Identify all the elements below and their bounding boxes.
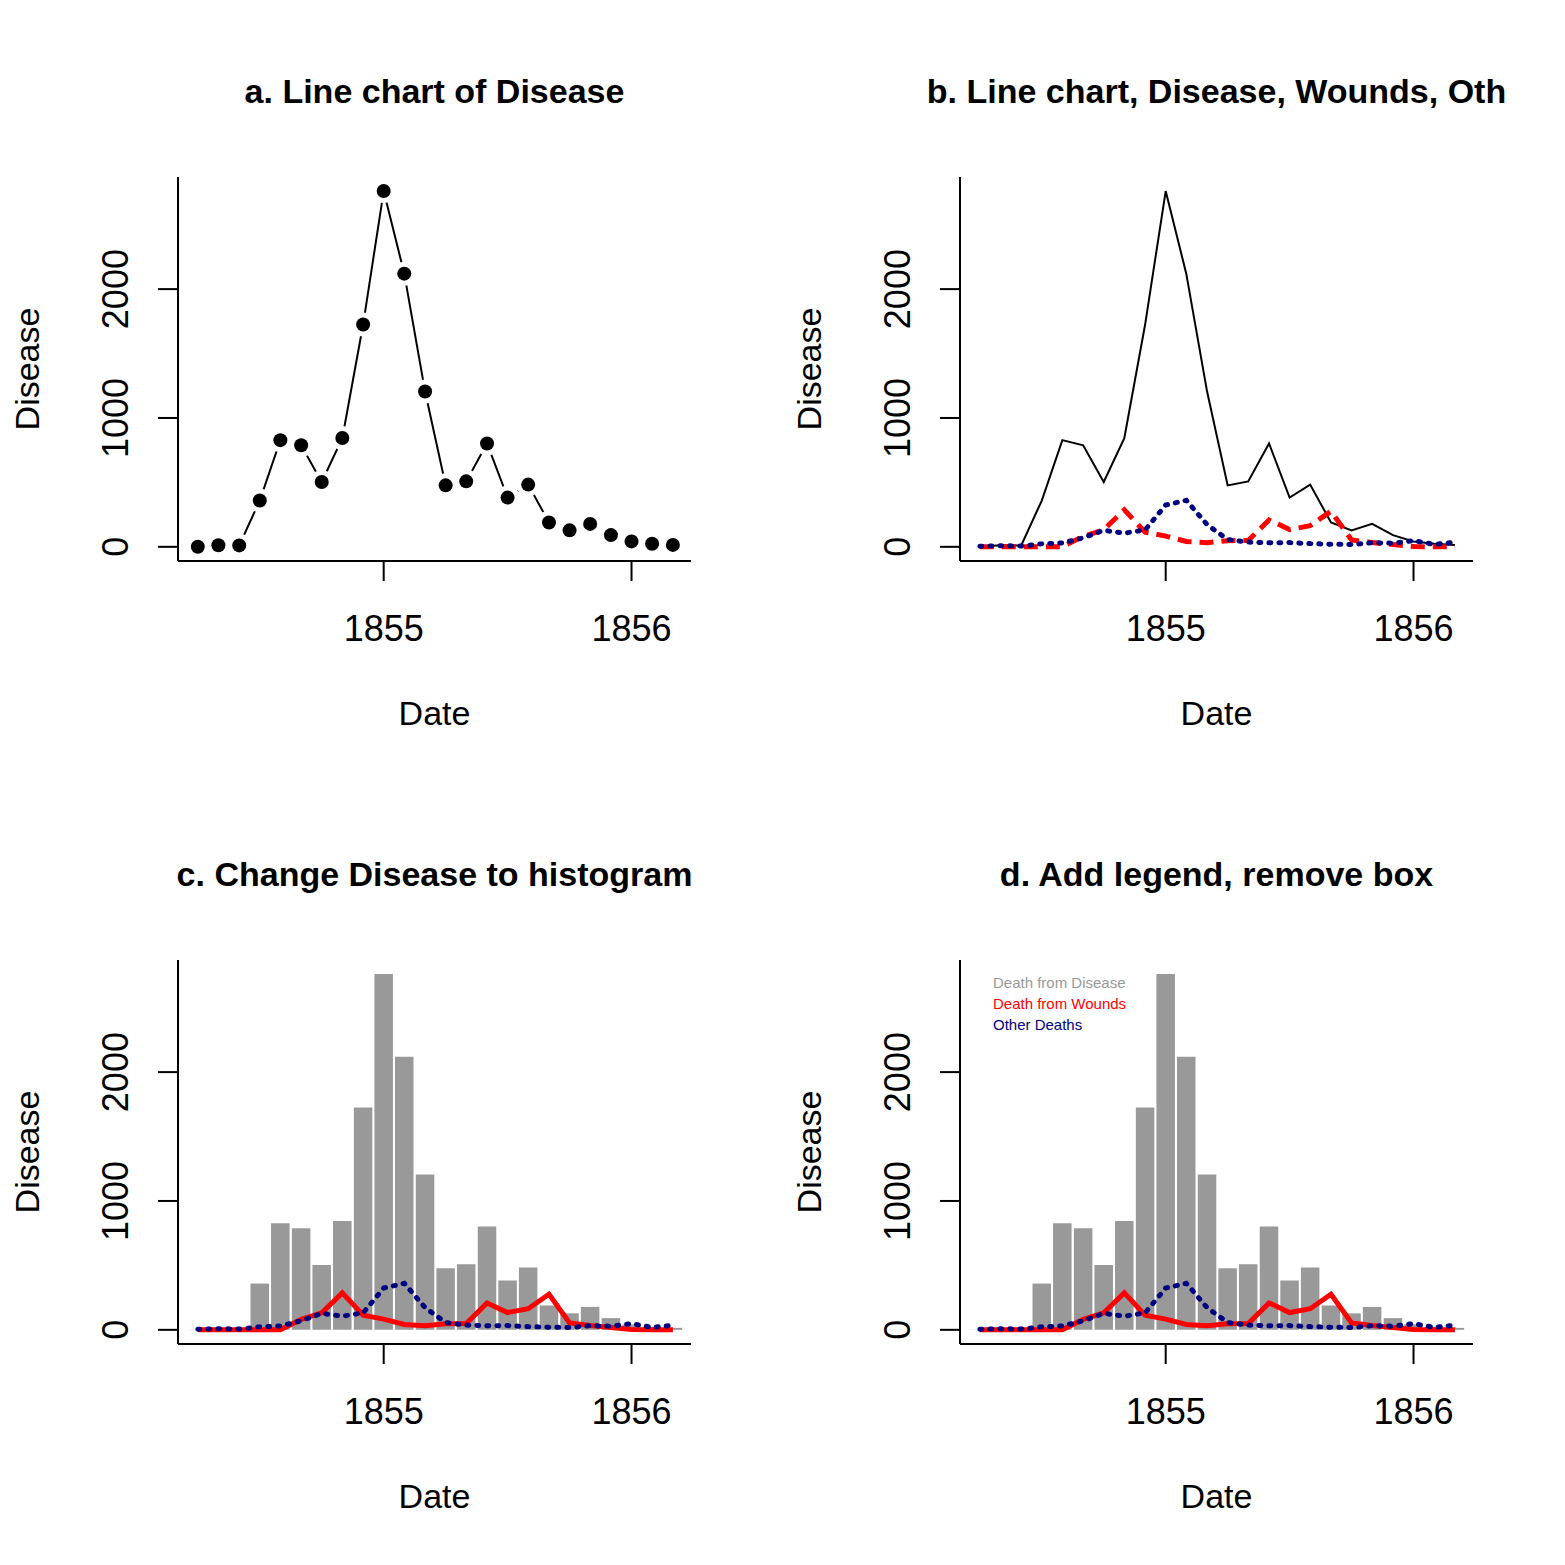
svg-text:1855: 1855: [344, 608, 424, 649]
html-text:b. Line chart, Disease, Wounds: b. Line chart, Disease, Wounds, Oth: [926, 72, 1507, 110]
svg-text:1855: 1855: [1126, 1391, 1206, 1432]
svg-text:1000: 1000: [877, 1161, 918, 1241]
svg-text:2000: 2000: [95, 249, 136, 329]
html-text:Date: Date: [398, 694, 471, 732]
svg-text:1856: 1856: [1373, 1391, 1453, 1432]
svg-text:1000: 1000: [95, 378, 136, 458]
html-text:Death from Disease: Death from Disease: [993, 974, 1126, 991]
html-text:Other Deaths: Other Deaths: [993, 1016, 1083, 1033]
html-text:Disease: Disease: [8, 307, 46, 431]
html-text:Death from Wounds: Death from Wounds: [993, 995, 1127, 1012]
html-text:Disease: Disease: [790, 1090, 828, 1214]
svg-text:1855: 1855: [1126, 608, 1206, 649]
svg-text:0: 0: [95, 537, 136, 557]
svg-text:1855: 1855: [344, 1391, 424, 1432]
html-text:Date: Date: [398, 1477, 471, 1515]
svg-text:1856: 1856: [591, 1391, 671, 1432]
html-text:Date: Date: [1180, 1477, 1253, 1515]
html-text:a. Line chart of Disease: a. Line chart of Disease: [244, 72, 625, 110]
html-text:Disease: Disease: [790, 307, 828, 431]
svg-text:0: 0: [877, 537, 918, 557]
svg-text:2000: 2000: [95, 1032, 136, 1112]
svg-text:1856: 1856: [1373, 608, 1453, 649]
svg-text:0: 0: [877, 1320, 918, 1340]
html-text:d. Add legend, remove box: d. Add legend, remove box: [999, 855, 1434, 893]
html-text:Date: Date: [1180, 694, 1253, 732]
svg-text:1000: 1000: [95, 1161, 136, 1241]
html-text:Disease: Disease: [8, 1090, 46, 1214]
svg-text:0: 0: [95, 1320, 136, 1340]
svg-text:1856: 1856: [591, 608, 671, 649]
svg-text:2000: 2000: [877, 249, 918, 329]
svg-text:2000: 2000: [877, 1032, 918, 1112]
svg-text:1000: 1000: [877, 378, 918, 458]
html-text:c. Change Disease to histogram: c. Change Disease to histogram: [176, 855, 693, 893]
